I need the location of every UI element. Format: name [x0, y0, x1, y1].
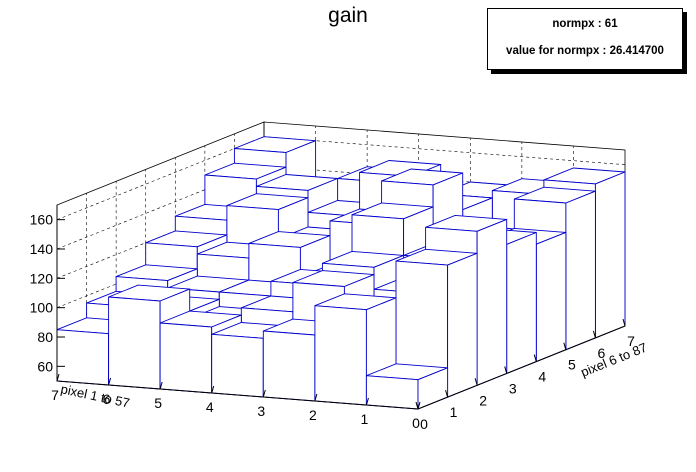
y-tick — [622, 318, 626, 327]
y-tick-label: 6 — [598, 345, 606, 361]
bar-right-face — [565, 190, 596, 351]
bar-right-face — [594, 171, 626, 339]
x-tick — [56, 373, 60, 382]
y-axis-title: pixel 6 to 87 — [579, 340, 650, 380]
y-tick-label: 1 — [450, 404, 458, 420]
x-tick — [314, 393, 318, 402]
x-tick-label: 0 — [412, 415, 420, 431]
lego-bar — [365, 363, 449, 410]
bar-left-face — [262, 330, 316, 402]
y-tick — [504, 366, 508, 374]
stats-entries-line: normpx : 61 — [552, 18, 618, 30]
z-tick-label: 80 — [37, 329, 53, 345]
z-tick-label: 100 — [30, 300, 54, 316]
x-tick — [108, 377, 112, 386]
y-tick-label: 4 — [538, 369, 546, 385]
x-tick-label: 7 — [51, 387, 59, 403]
x-tick — [417, 401, 421, 410]
chart-title: gain — [328, 4, 368, 27]
y-tick — [445, 390, 449, 398]
x-axis — [56, 380, 419, 410]
y-tick — [533, 354, 537, 362]
y-tick — [415, 401, 419, 410]
x-tick-label: 5 — [154, 395, 162, 411]
z-tick-label: 160 — [30, 212, 54, 228]
z-tick-label: 140 — [30, 241, 54, 257]
bar-right-face — [506, 231, 537, 375]
y-tick — [592, 330, 596, 338]
x-tick — [365, 397, 369, 406]
x-tick — [262, 389, 266, 398]
bar-left-face — [314, 305, 367, 406]
x-tick-label: 3 — [257, 403, 265, 419]
x-tick-label: 4 — [206, 399, 214, 415]
bars-layer — [56, 136, 626, 410]
bar-right-face — [447, 252, 478, 398]
lego-bar — [395, 248, 478, 398]
x-tick — [211, 385, 215, 394]
bar-left-face — [211, 333, 264, 398]
y-tick — [563, 342, 567, 350]
bar-left-face — [159, 322, 213, 394]
bar-left-face — [56, 329, 110, 386]
bar-left-face — [365, 375, 419, 410]
y-tick-label: 2 — [479, 392, 487, 408]
y-tick-label: 0 — [420, 416, 428, 432]
bar-right-face — [535, 231, 567, 363]
x-tick-label: 1 — [361, 411, 369, 427]
bar-right-face — [476, 218, 508, 386]
y-tick-label: 3 — [509, 380, 517, 396]
z-tick-label: 120 — [30, 270, 54, 286]
stats-box: normpx : 61 value for normpx : 26.414700 — [487, 8, 683, 70]
stats-value-line: value for normpx : 26.414700 — [506, 45, 664, 57]
bar-left-face — [108, 296, 161, 390]
y-tick — [474, 378, 478, 386]
x-tick-label: 2 — [309, 407, 317, 423]
x-tick-label: 6 — [103, 391, 111, 407]
y-tick-label: 7 — [627, 333, 635, 349]
x-tick — [159, 381, 163, 390]
z-tick-label: 60 — [37, 358, 53, 374]
y-axis — [417, 325, 626, 410]
y-tick-label: 5 — [568, 357, 576, 373]
lego-bar — [314, 293, 397, 406]
